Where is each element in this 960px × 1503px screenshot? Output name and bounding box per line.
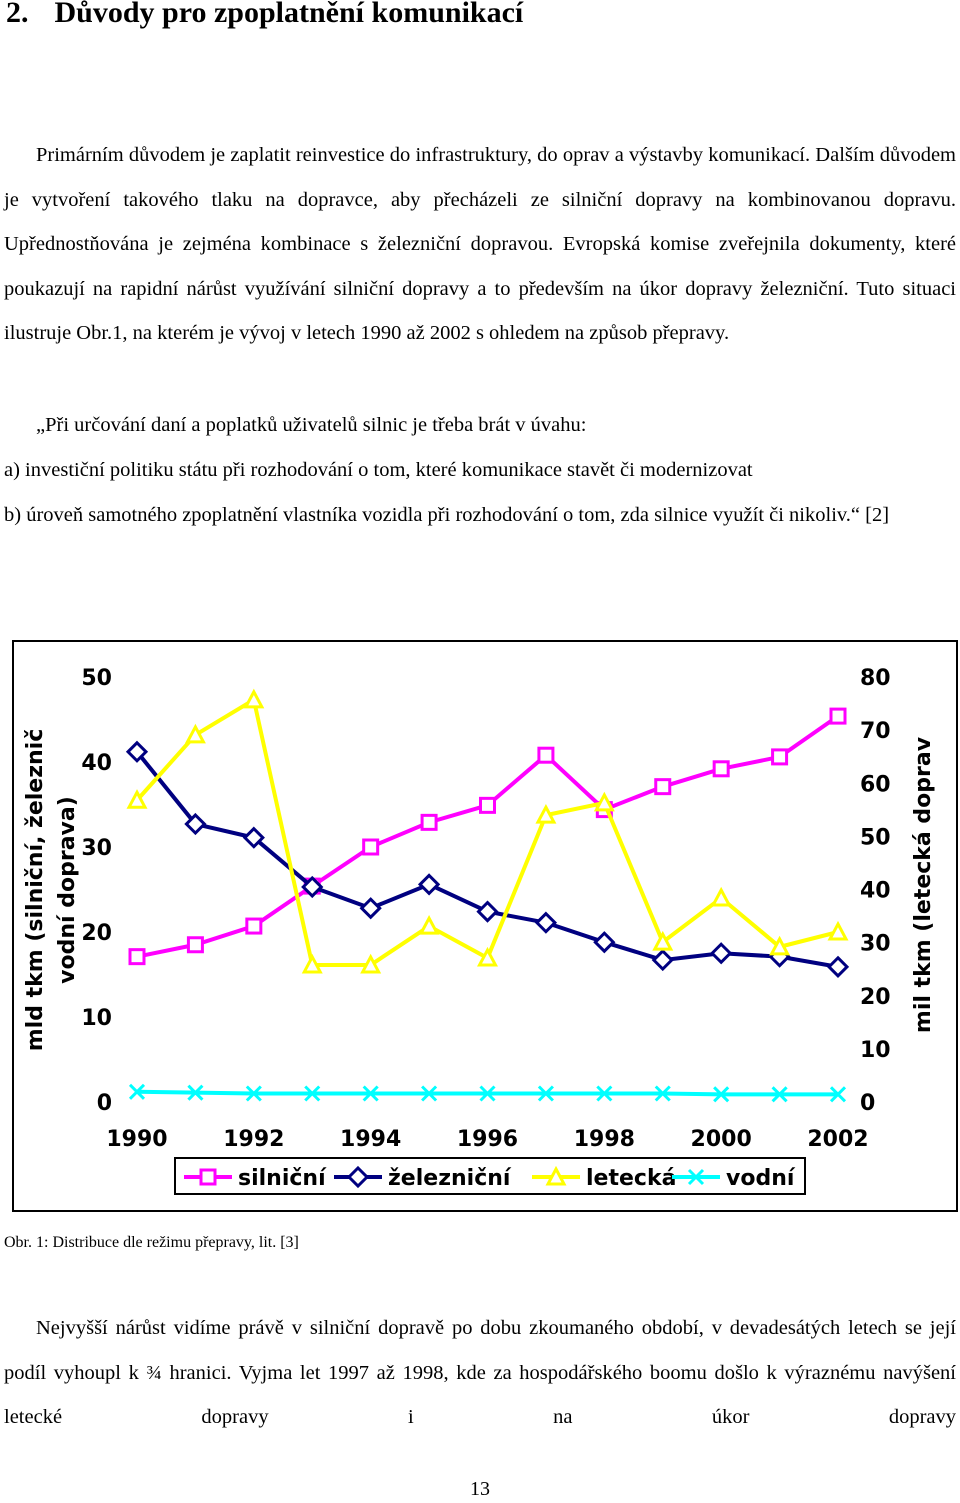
x-tick-label: 1994 (340, 1127, 401, 1152)
chart-frame (12, 640, 958, 1212)
marker (301, 953, 323, 974)
y-tick-label: 50 (81, 666, 112, 691)
marker (710, 886, 732, 907)
heading-text: 2. Důvody pro zpoplatnění komunikací (6, 0, 523, 30)
x-tick-label: 1998 (574, 1127, 635, 1152)
paragraph: Nejvyšší nárůst vidíme právě v silniční … (4, 1317, 956, 1428)
y-tick-label: 30 (81, 836, 112, 861)
legend-label: železniční (388, 1166, 512, 1191)
marker (184, 812, 207, 836)
x-tick-label: 2002 (807, 1127, 868, 1152)
marker (829, 707, 847, 725)
marker (827, 920, 849, 941)
marker (651, 948, 674, 972)
marker (242, 826, 265, 849)
y2-tick-label: 70 (860, 719, 891, 744)
marker (418, 914, 440, 935)
y-tick-label: 10 (81, 1006, 112, 1031)
marker (245, 917, 263, 935)
marker (596, 1085, 613, 1102)
marker (534, 911, 558, 934)
marker (362, 1085, 379, 1102)
legend-label: letecká (586, 1166, 676, 1191)
y2-axis-label: mil tkm (letecká doprav (911, 736, 936, 1033)
y2-tick-label: 10 (860, 1038, 891, 1063)
marker (479, 1085, 496, 1102)
x-tick-label: 1992 (223, 1127, 284, 1152)
marker (826, 955, 850, 978)
marker (417, 873, 441, 896)
paragraph: Primárním důvodem je zaplatit reinvestic… (4, 144, 956, 344)
y2-tick-label: 40 (860, 879, 891, 904)
marker (537, 746, 555, 764)
marker (771, 1086, 788, 1103)
y-axis-label: mld tkm (silniční, železnič (23, 729, 48, 1052)
heading-title: Důvody pro zpoplatnění komunikací (54, 0, 524, 29)
marker (476, 900, 499, 923)
marker (829, 1086, 847, 1103)
marker (128, 948, 146, 966)
marker (420, 813, 438, 831)
marker (712, 760, 730, 778)
legend-label: silniční (238, 1166, 327, 1191)
legend-label: vodní (726, 1166, 796, 1191)
y-tick-label: 0 (97, 1091, 112, 1116)
marker (652, 930, 674, 951)
marker (421, 1085, 438, 1102)
marker (479, 796, 496, 814)
y2-tick-label: 20 (860, 985, 891, 1010)
quote-item: b) úroveň samotného zpoplatnění vlastník… (4, 504, 890, 526)
y2-tick-label: 0 (860, 1091, 875, 1116)
marker (769, 935, 791, 956)
chart: 0 10 20 30 40 50 0 10 20 30 40 50 60 70 80 1990 1992 1994… (12, 640, 958, 1212)
marker (187, 1084, 204, 1101)
marker (186, 936, 204, 954)
marker (199, 1168, 217, 1186)
x-tick-label: 2000 (691, 1127, 752, 1152)
y2-tick-label: 80 (860, 666, 891, 691)
marker (301, 875, 324, 899)
quote-intro: „Při určování daní a poplatků uživatelů … (36, 414, 587, 436)
marker (535, 803, 557, 824)
heading: 2. Důvody pro zpoplatnění komunikací (6, 0, 523, 30)
marker (128, 1083, 146, 1100)
marker (360, 953, 382, 974)
marker (362, 838, 380, 856)
heading-number: 2. (6, 0, 29, 29)
marker (545, 1165, 567, 1186)
marker (710, 942, 733, 965)
marker (126, 789, 148, 809)
marker (771, 748, 789, 766)
y2-tick-label: 30 (860, 932, 891, 957)
marker (537, 1085, 554, 1102)
y-tick-label: 40 (81, 751, 112, 776)
y2-tick-label: 50 (860, 825, 891, 850)
page-number: 13 (470, 1478, 490, 1500)
marker (713, 1086, 730, 1103)
marker (184, 723, 206, 744)
marker (245, 1085, 262, 1102)
marker (654, 778, 672, 796)
x-tick-label: 1990 (106, 1127, 167, 1152)
marker (687, 1168, 705, 1186)
marker (346, 1165, 370, 1189)
marker (593, 791, 615, 812)
marker (654, 1085, 671, 1102)
marker (593, 931, 616, 954)
marker (477, 946, 498, 967)
marker (304, 1085, 321, 1102)
y-tick-label: 20 (81, 921, 112, 946)
quote-item: a) investiční politiku státu při rozhodo… (4, 459, 753, 481)
marker (243, 688, 265, 709)
marker (359, 897, 382, 920)
y-axis-label: vodní doprava) (55, 796, 80, 984)
y2-tick-label: 60 (860, 772, 891, 797)
x-tick-label: 1996 (457, 1127, 518, 1152)
marker (125, 740, 149, 763)
caption: Obr. 1: Distribuce dle režimu přepravy, … (4, 1234, 299, 1251)
